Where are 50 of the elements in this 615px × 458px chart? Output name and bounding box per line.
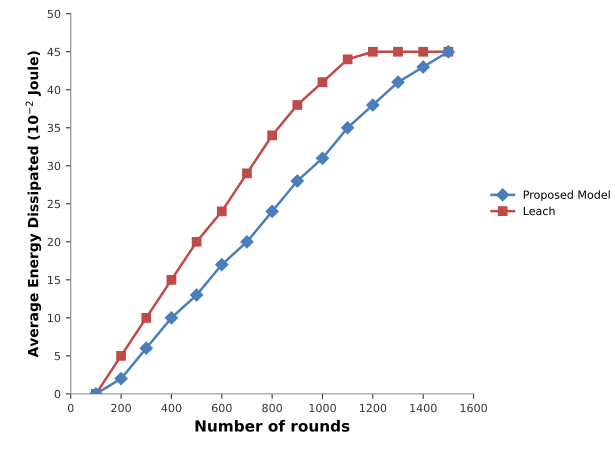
point	[368, 46, 378, 57]
point	[416, 60, 430, 74]
legend-label: Leach	[524, 206, 555, 216]
point	[164, 311, 178, 324]
point	[215, 258, 228, 272]
legend-label: Proposed Model	[524, 190, 610, 202]
y-tick-label: 15	[48, 276, 60, 284]
y-tick-label: 10	[48, 314, 60, 322]
y-axis-title: Average Energy Dissipated (10$^{−2}$ Joule)	[26, 51, 42, 358]
y-tick-label: 45	[47, 48, 60, 56]
point	[391, 76, 405, 89]
y-tick-label: 25	[48, 200, 60, 208]
x-tick-label: 1200	[360, 404, 386, 412]
point	[192, 236, 202, 247]
point	[242, 168, 252, 178]
x-tick-label: 400	[161, 404, 182, 412]
x-tick-label: 1400	[410, 404, 437, 412]
point	[366, 98, 380, 112]
point	[190, 288, 204, 302]
point	[140, 342, 153, 355]
x-tick-label: 1600	[460, 404, 487, 412]
y-tick-label: 35	[48, 124, 60, 132]
y-tick-label: 50	[48, 10, 60, 18]
y-tick-label: 0	[54, 390, 60, 398]
x-tick-label: 0	[68, 404, 74, 412]
point	[342, 54, 353, 64]
point	[216, 206, 227, 216]
y-tick-label: 30	[48, 162, 60, 170]
point	[114, 372, 128, 386]
x-tick-label: 200	[111, 404, 131, 412]
point	[266, 204, 279, 218]
point	[290, 174, 304, 188]
point	[393, 46, 403, 57]
y-tick-label: 20	[48, 238, 60, 246]
point	[316, 152, 330, 165]
y-tick-label: 40	[47, 86, 60, 94]
point	[267, 130, 277, 140]
point	[418, 46, 428, 57]
y-tick-label: 5	[54, 352, 60, 360]
x-tick-label: 600	[212, 404, 232, 412]
x-tick-label: 800	[262, 404, 282, 412]
point	[166, 274, 176, 285]
point	[116, 351, 126, 361]
point	[341, 121, 354, 134]
point	[141, 312, 152, 323]
x-tick-label: 1000	[310, 404, 336, 412]
point	[318, 77, 328, 88]
point	[292, 100, 302, 110]
point	[240, 235, 254, 248]
x-axis-title: Number of rounds	[196, 420, 350, 432]
